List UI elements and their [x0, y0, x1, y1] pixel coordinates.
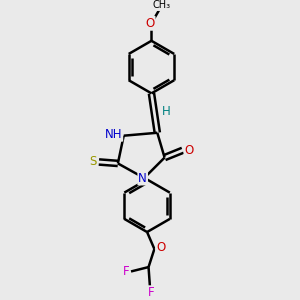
Text: NH: NH [105, 128, 122, 141]
Text: O: O [146, 17, 154, 30]
Text: CH₃: CH₃ [153, 0, 171, 10]
Text: S: S [89, 155, 96, 169]
Text: O: O [184, 144, 194, 157]
Text: H: H [162, 105, 171, 118]
Text: N: N [138, 172, 147, 184]
Text: O: O [156, 241, 165, 254]
Text: F: F [148, 286, 155, 299]
Text: F: F [122, 265, 129, 278]
